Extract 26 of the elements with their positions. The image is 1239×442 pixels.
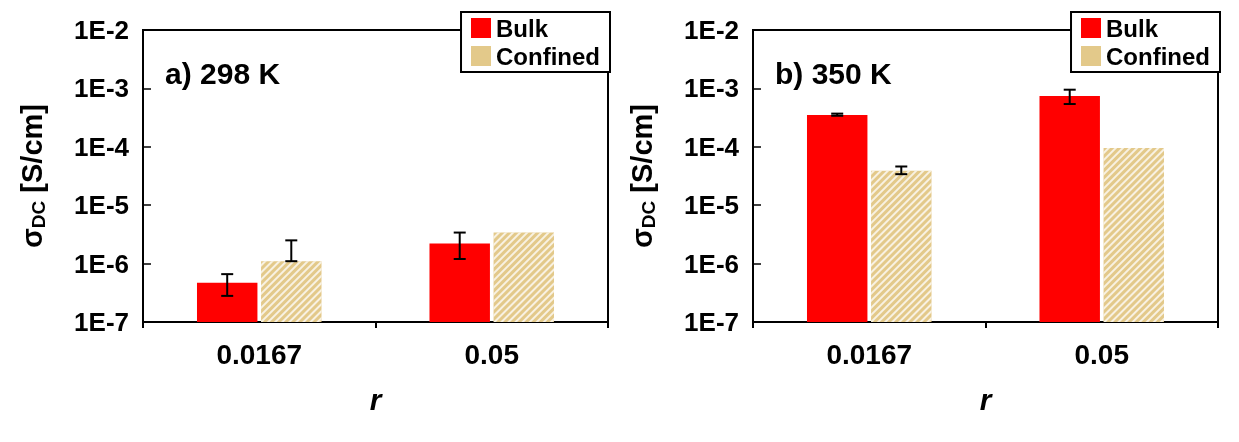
- legend-label: Confined: [496, 42, 600, 70]
- x-tick-label: 0.05: [1074, 338, 1129, 370]
- y-tick-label: 1E-3: [684, 73, 739, 104]
- y-axis-title: σDC [S/cm]: [625, 104, 659, 248]
- x-tick-label: 0.0167: [216, 338, 303, 370]
- y-tick-label: 1E-5: [74, 190, 129, 221]
- y-axis-title: σDC [S/cm]: [15, 104, 49, 248]
- y-tick-label: 1E-2: [684, 15, 739, 45]
- y-tick-label: 1E-7: [74, 307, 129, 337]
- y-tick-label: 1E-3: [74, 73, 129, 104]
- y-tick-label: 1E-7: [684, 307, 739, 337]
- y-tick-label: 1E-4: [684, 131, 740, 162]
- y-tick-label: 1E-6: [74, 248, 129, 279]
- y-tick-label: 1E-5: [684, 190, 739, 221]
- annotation: b) 350 K: [775, 56, 893, 90]
- legend-label: Confined: [1106, 42, 1210, 70]
- annotation: a) 298 K: [165, 56, 281, 90]
- x-tick-label: 0.0167: [826, 338, 913, 370]
- legend-label: Bulk: [1106, 14, 1159, 42]
- legend-label: Bulk: [496, 14, 549, 42]
- y-tick-label: 1E-2: [74, 15, 129, 45]
- y-tick-label: 1E-6: [684, 248, 739, 279]
- y-tick-label: 1E-4: [74, 131, 130, 162]
- x-tick-label: 0.05: [464, 338, 519, 370]
- x-axis-title: r: [369, 382, 384, 416]
- x-axis-title: r: [979, 382, 994, 416]
